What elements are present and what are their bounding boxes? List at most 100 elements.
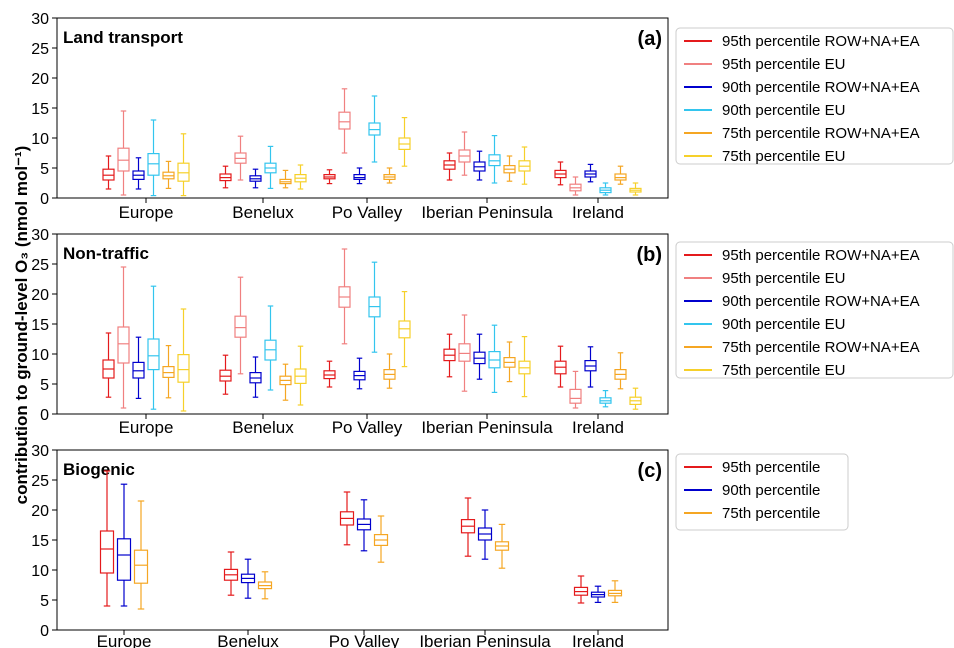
- box: [102, 155, 115, 190]
- box: [264, 145, 277, 189]
- box: [223, 551, 239, 596]
- category-label: Ireland: [572, 632, 624, 648]
- y-tick-label: 5: [40, 161, 49, 178]
- legend-label: 90th percentile ROW+NA+EA: [722, 293, 920, 310]
- box: [599, 390, 612, 408]
- box: [607, 580, 623, 604]
- box: [590, 585, 606, 604]
- legend-label: 75th percentile ROW+NA+EA: [722, 125, 920, 142]
- box: [368, 95, 381, 163]
- y-tick-label: 10: [31, 131, 49, 148]
- box: [234, 135, 247, 181]
- box: [249, 168, 262, 189]
- box: [488, 324, 501, 393]
- legend-frame: [675, 453, 849, 531]
- box: [443, 333, 456, 378]
- y-tick-label: 20: [31, 503, 49, 520]
- box: [279, 169, 292, 189]
- y-tick-label: 5: [40, 593, 49, 610]
- y-tick-label: 15: [31, 533, 49, 550]
- category-label: Iberian Peninsula: [421, 203, 553, 222]
- box: [398, 116, 411, 167]
- category-label: Benelux: [217, 632, 279, 648]
- y-tick-label: 0: [40, 623, 49, 640]
- box: [398, 291, 411, 368]
- box: [116, 483, 132, 607]
- box-body: [147, 338, 160, 371]
- legend-label: 95th percentile ROW+NA+EA: [722, 247, 920, 264]
- box: [569, 370, 582, 409]
- box: [117, 110, 130, 196]
- category-label: Europe: [119, 203, 174, 222]
- box-body: [147, 153, 160, 176]
- legend-frame: [675, 27, 954, 165]
- box: [323, 169, 336, 185]
- box: [503, 155, 516, 182]
- category-label: Po Valley: [329, 632, 400, 648]
- box: [162, 160, 175, 189]
- y-tick-label: 25: [31, 41, 49, 58]
- legend-label: 75th percentile: [722, 505, 820, 522]
- box: [249, 356, 262, 398]
- category-label: Po Valley: [332, 203, 403, 222]
- legend-label: 75th percentile ROW+NA+EA: [722, 339, 920, 356]
- box: [554, 161, 567, 186]
- box: [294, 345, 307, 406]
- box: [353, 167, 366, 185]
- box: [473, 333, 486, 380]
- box: [339, 491, 355, 546]
- legend-frame: [675, 241, 954, 379]
- legend: 95th percentile 90th percentile 75th perce…: [675, 453, 849, 531]
- box-body: [338, 111, 351, 130]
- y-tick-label: 30: [31, 227, 49, 244]
- box: [117, 266, 130, 409]
- box: [629, 182, 642, 196]
- box: [518, 336, 531, 398]
- box: [279, 363, 292, 401]
- y-tick-label: 5: [40, 377, 49, 394]
- box: [219, 165, 232, 189]
- box: [573, 575, 589, 604]
- category-label: Benelux: [232, 203, 294, 222]
- y-tick-label: 30: [31, 443, 49, 460]
- legend-label: 90th percentile: [722, 482, 820, 499]
- box: [458, 131, 471, 176]
- panel-title: Land transport: [63, 28, 183, 47]
- panel-title: Non-traffic: [63, 244, 149, 263]
- legend-label: 90th percentile ROW+NA+EA: [722, 79, 920, 96]
- box: [338, 88, 351, 154]
- panels: 0 5 10 15 20 25 30 Europe Benelux Po Valley Iberia…: [31, 11, 954, 648]
- box: [323, 360, 336, 388]
- box: [488, 135, 501, 184]
- legend-label: 95th percentile: [722, 459, 820, 476]
- box-body: [569, 388, 582, 404]
- box: [353, 357, 366, 390]
- panel-label: (a): [638, 28, 662, 50]
- box: [234, 276, 247, 375]
- legend-label: 75th percentile EU: [722, 362, 845, 379]
- y-tick-label: 10: [31, 563, 49, 580]
- category-label: Europe: [119, 418, 174, 437]
- box-body: [234, 315, 247, 338]
- legend-label: 90th percentile EU: [722, 316, 845, 333]
- box: [356, 499, 372, 552]
- axes-frame: [56, 449, 669, 631]
- y-tick-label: 10: [31, 347, 49, 364]
- y-tick-label: 15: [31, 101, 49, 118]
- legend-label: 95th percentile EU: [722, 56, 845, 73]
- box: [599, 182, 612, 196]
- box: [443, 152, 456, 181]
- box: [614, 352, 627, 390]
- box-body: [117, 326, 130, 364]
- box: [554, 345, 567, 388]
- category-label: Europe: [97, 632, 152, 648]
- panel-label: (b): [636, 244, 662, 266]
- box-body: [177, 354, 190, 383]
- legend-label: 75th percentile EU: [722, 148, 845, 165]
- box: [614, 165, 627, 185]
- panel-0: 0 5 10 15 20 25 30 Europe Benelux Po Valley Iberia…: [31, 11, 954, 222]
- box: [503, 341, 516, 383]
- box: [383, 353, 396, 389]
- box: [219, 354, 232, 395]
